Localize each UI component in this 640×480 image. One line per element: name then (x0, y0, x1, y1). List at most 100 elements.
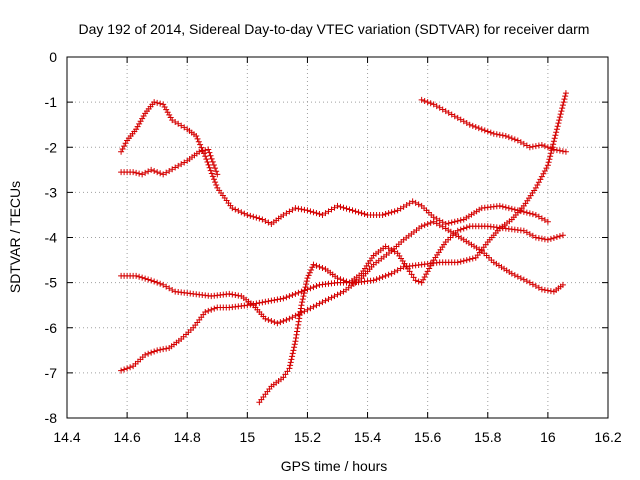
data-point (310, 261, 317, 268)
data-point (313, 302, 320, 309)
data-point (439, 223, 446, 230)
data-point (553, 129, 560, 136)
series-track-6 (418, 96, 569, 155)
data-point (127, 364, 134, 371)
data-point (241, 210, 248, 217)
data-point (319, 264, 326, 271)
data-point (547, 288, 554, 295)
data-point (256, 299, 263, 306)
data-point (484, 128, 491, 135)
data-point (550, 138, 557, 145)
data-point (169, 117, 176, 124)
data-point (195, 138, 202, 145)
data-point (308, 266, 315, 273)
data-point (210, 176, 217, 183)
data-point (382, 272, 389, 279)
data-point (430, 101, 437, 108)
data-point (556, 114, 563, 121)
data-point (283, 316, 290, 323)
data-point (304, 207, 311, 214)
data-point (296, 312, 303, 319)
data-point (265, 298, 272, 305)
data-point (151, 167, 158, 174)
data-point (559, 105, 566, 112)
data-point (475, 125, 482, 132)
data-point (203, 156, 210, 163)
data-point (541, 143, 548, 150)
data-point (331, 293, 338, 300)
data-point (415, 278, 422, 285)
data-point (293, 331, 300, 338)
data-point (166, 167, 173, 174)
data-point (541, 286, 548, 293)
data-point (289, 350, 296, 357)
data-point (397, 265, 404, 272)
data-point (379, 211, 386, 218)
data-point (520, 276, 527, 283)
data-point (211, 305, 218, 312)
data-point (194, 135, 201, 142)
data-point (538, 173, 545, 180)
data-point (325, 296, 332, 303)
data-point (379, 273, 386, 280)
data-point (286, 208, 293, 215)
data-point (208, 155, 215, 162)
data-point (288, 356, 295, 363)
data-point (232, 292, 239, 299)
data-point (271, 297, 278, 304)
data-point (391, 268, 398, 275)
data-point (130, 169, 137, 176)
data-point (520, 208, 527, 215)
data-point (154, 347, 161, 354)
data-point (238, 209, 245, 216)
x-tick-label: 15.4 (354, 429, 381, 445)
data-point (343, 278, 350, 285)
data-point (214, 171, 221, 178)
data-point (511, 272, 518, 279)
data-point (178, 161, 185, 168)
data-point (316, 211, 323, 218)
data-point (526, 231, 533, 238)
data-point (535, 284, 542, 291)
data-point (454, 259, 461, 266)
data-point (287, 362, 294, 369)
data-point (151, 278, 158, 285)
data-point (295, 205, 302, 212)
data-point (212, 165, 219, 172)
data-point (157, 346, 164, 353)
data-point (229, 291, 236, 298)
data-point (316, 263, 323, 270)
data-point (544, 218, 551, 225)
data-point (160, 171, 167, 178)
data-point (532, 211, 539, 218)
data-point (340, 204, 347, 211)
data-point (559, 148, 566, 155)
data-point (298, 302, 305, 309)
data-point (550, 141, 557, 148)
data-point (460, 257, 467, 264)
data-point (205, 307, 212, 314)
data-point (558, 108, 565, 115)
data-point (556, 117, 563, 124)
data-point (289, 206, 296, 213)
x-tick-label: 16 (540, 429, 556, 445)
data-point (280, 374, 287, 381)
data-point (352, 208, 359, 215)
data-point (213, 181, 220, 188)
data-point (325, 208, 332, 215)
data-point (454, 217, 461, 224)
data-point (175, 162, 182, 169)
data-point (282, 371, 289, 378)
data-point (546, 156, 553, 163)
data-point (142, 275, 149, 282)
data-point (406, 200, 413, 207)
data-point (544, 162, 551, 169)
data-point (193, 132, 200, 139)
data-point (291, 344, 298, 351)
data-point (502, 204, 509, 211)
data-point (550, 146, 557, 153)
data-point (472, 123, 479, 130)
data-point (382, 243, 389, 250)
data-point (358, 210, 365, 217)
data-point (423, 271, 430, 278)
